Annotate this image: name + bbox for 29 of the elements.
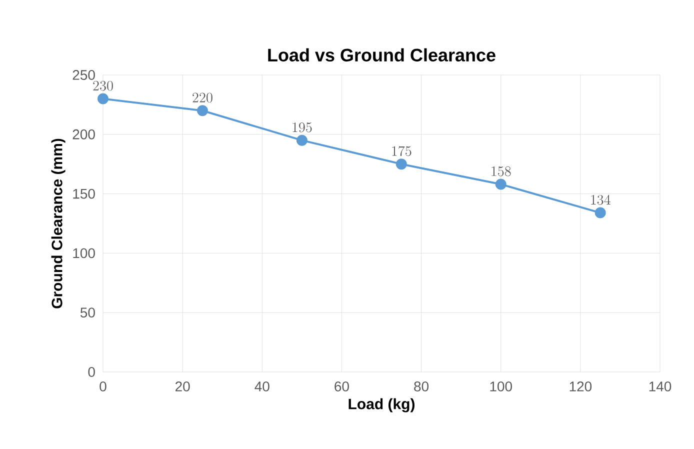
x-tick-label: 140 bbox=[649, 382, 672, 392]
x-tick-label: 100 bbox=[490, 382, 512, 392]
point bbox=[296, 134, 308, 146]
point bbox=[594, 207, 606, 218]
point bbox=[196, 105, 208, 116]
data-label: 230 bbox=[93, 80, 113, 91]
data-label: 134 bbox=[591, 194, 610, 205]
y-tick-label: 0 bbox=[88, 367, 95, 377]
y-tick-label: 50 bbox=[80, 308, 95, 318]
point bbox=[396, 158, 407, 170]
data-label: 158 bbox=[492, 166, 511, 176]
data-label: 175 bbox=[392, 146, 412, 156]
x-tick-label: 60 bbox=[334, 382, 349, 392]
x-tick-label: 40 bbox=[254, 382, 270, 392]
x-tick-label: 0 bbox=[100, 382, 106, 392]
point bbox=[98, 93, 109, 104]
data-label: 220 bbox=[192, 92, 212, 103]
chart-title: Load vs Ground Clearance bbox=[268, 48, 496, 62]
data-label: 195 bbox=[292, 122, 312, 132]
x-tick-label: 120 bbox=[570, 382, 592, 392]
x-tick-label: 20 bbox=[175, 382, 190, 392]
y-tick-label: 250 bbox=[72, 70, 95, 80]
y-tick-label: 150 bbox=[73, 188, 95, 199]
y-axis-title: Ground Clearance (mm) bbox=[51, 138, 66, 308]
y-tick-label: 200 bbox=[72, 129, 95, 140]
x-tick-label: 80 bbox=[414, 382, 429, 392]
point bbox=[495, 178, 506, 190]
x-axis-title: Load (kg) bbox=[348, 398, 414, 412]
y-tick-label: 100 bbox=[73, 248, 95, 258]
